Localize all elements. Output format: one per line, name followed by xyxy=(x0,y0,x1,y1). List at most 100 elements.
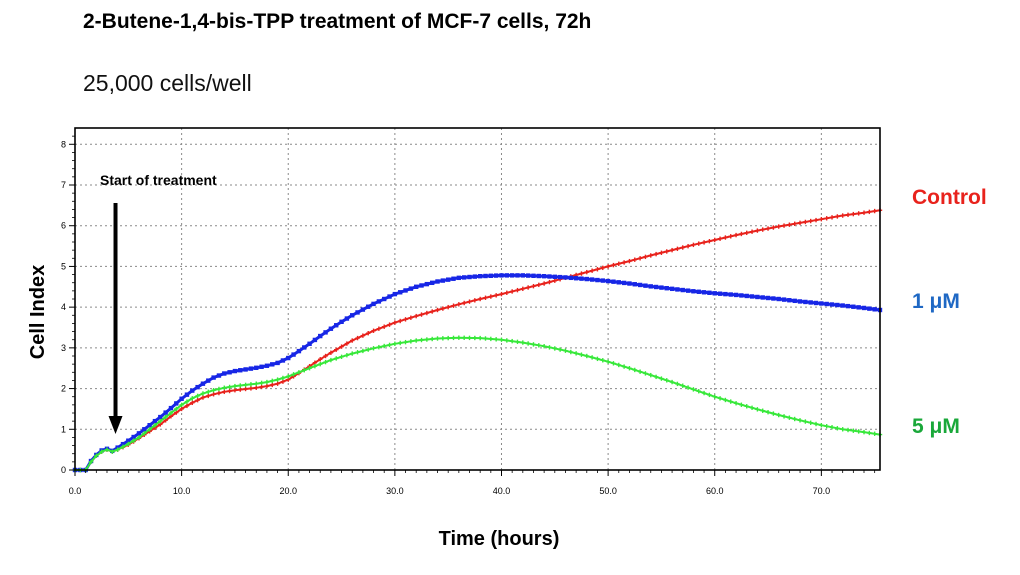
series-point xyxy=(488,273,494,278)
series-point xyxy=(445,277,451,282)
series-point xyxy=(541,274,547,279)
series-point xyxy=(659,285,664,290)
series-line xyxy=(75,209,881,471)
series-point xyxy=(397,290,403,295)
series-point xyxy=(733,292,739,298)
series-point xyxy=(206,378,211,383)
series-point xyxy=(387,294,392,299)
series-point xyxy=(739,293,744,298)
series-point xyxy=(579,276,584,281)
series-point xyxy=(637,282,643,288)
series-point xyxy=(835,302,840,308)
series-point xyxy=(808,300,813,305)
series-point xyxy=(803,299,808,305)
series-point xyxy=(413,284,419,289)
series-point xyxy=(584,276,589,282)
series-point xyxy=(424,281,430,287)
y-tick-label: 8 xyxy=(61,139,66,149)
series-point xyxy=(163,410,168,415)
series-point xyxy=(616,280,621,285)
y-tick-label: 2 xyxy=(61,384,66,394)
series-point xyxy=(318,333,323,339)
series-point xyxy=(275,360,280,366)
series-point xyxy=(701,290,707,295)
series-point xyxy=(243,367,248,372)
series-point xyxy=(174,401,179,406)
series-point xyxy=(190,388,195,393)
series-point xyxy=(472,274,478,279)
series-point xyxy=(744,293,749,299)
series-point xyxy=(334,323,339,328)
series-point xyxy=(259,364,264,369)
series-point xyxy=(419,283,424,288)
series-point xyxy=(685,288,691,293)
series-point xyxy=(755,294,760,300)
series-point xyxy=(819,301,824,306)
series-line xyxy=(75,273,881,472)
series-point xyxy=(856,305,861,310)
series-point xyxy=(872,307,877,312)
y-tick-label: 1 xyxy=(61,424,66,434)
series-point xyxy=(760,295,765,300)
series-point xyxy=(328,326,334,331)
annotation-start-of-treatment: Start of treatment xyxy=(100,172,217,188)
series-point xyxy=(664,286,669,291)
series-point xyxy=(147,423,152,428)
page-subtitle: 25,000 cells/well xyxy=(83,70,252,96)
series-point xyxy=(509,273,515,278)
series-point xyxy=(296,348,302,354)
y-tick-label: 6 xyxy=(61,221,66,231)
series-point xyxy=(653,284,659,290)
x-tick-label: 50.0 xyxy=(599,486,617,496)
series-point xyxy=(302,345,307,350)
series-point xyxy=(477,274,483,279)
series-point xyxy=(547,274,552,279)
y-tick-label: 4 xyxy=(61,302,66,312)
page-title: 2-Butene-1,4-bis-TPP treatment of MCF-7 … xyxy=(83,10,592,33)
series-point xyxy=(792,298,797,304)
series-point xyxy=(232,368,238,374)
series-point xyxy=(195,384,200,390)
x-tick-label: 10.0 xyxy=(173,486,191,496)
series-point xyxy=(675,287,680,292)
series-point xyxy=(222,371,227,376)
series-point xyxy=(621,280,627,286)
series-point xyxy=(366,304,371,309)
series-point xyxy=(781,297,787,302)
series-point xyxy=(227,370,232,375)
series-point xyxy=(717,291,723,296)
series-point xyxy=(531,273,536,278)
series-point xyxy=(840,303,845,308)
y-tick-label: 7 xyxy=(61,180,66,190)
series-point xyxy=(643,283,648,288)
treatment-arrow xyxy=(108,203,123,434)
series-point xyxy=(707,290,712,295)
series-point xyxy=(371,301,376,307)
series-point xyxy=(136,431,142,436)
series-point xyxy=(557,274,563,280)
series-point xyxy=(429,280,435,286)
axis-layer: 0.0 10.0 20.0 30.0 40.0 50.0 60.0 70.0 0 1 2 3 4 5 6 7 8 xyxy=(61,135,876,496)
series-point xyxy=(238,368,243,373)
series-point xyxy=(680,287,685,293)
series-point xyxy=(435,279,440,284)
x-tick-label: 70.0 xyxy=(813,486,831,496)
series-point xyxy=(168,405,174,411)
series-point xyxy=(851,304,856,309)
series-point xyxy=(573,276,579,281)
series-point xyxy=(595,277,600,283)
series-point xyxy=(179,396,184,401)
series-point xyxy=(270,362,275,367)
series-point xyxy=(568,275,573,281)
legend-control: Control xyxy=(912,186,987,209)
series-point xyxy=(829,302,835,307)
series-point xyxy=(350,313,355,318)
series-point xyxy=(749,294,755,299)
series-point xyxy=(504,273,510,278)
series-point xyxy=(120,441,126,447)
series-point xyxy=(126,438,131,443)
series-point xyxy=(467,274,472,280)
series-point xyxy=(264,363,270,368)
y-axis-label: Cell Index xyxy=(27,265,49,359)
